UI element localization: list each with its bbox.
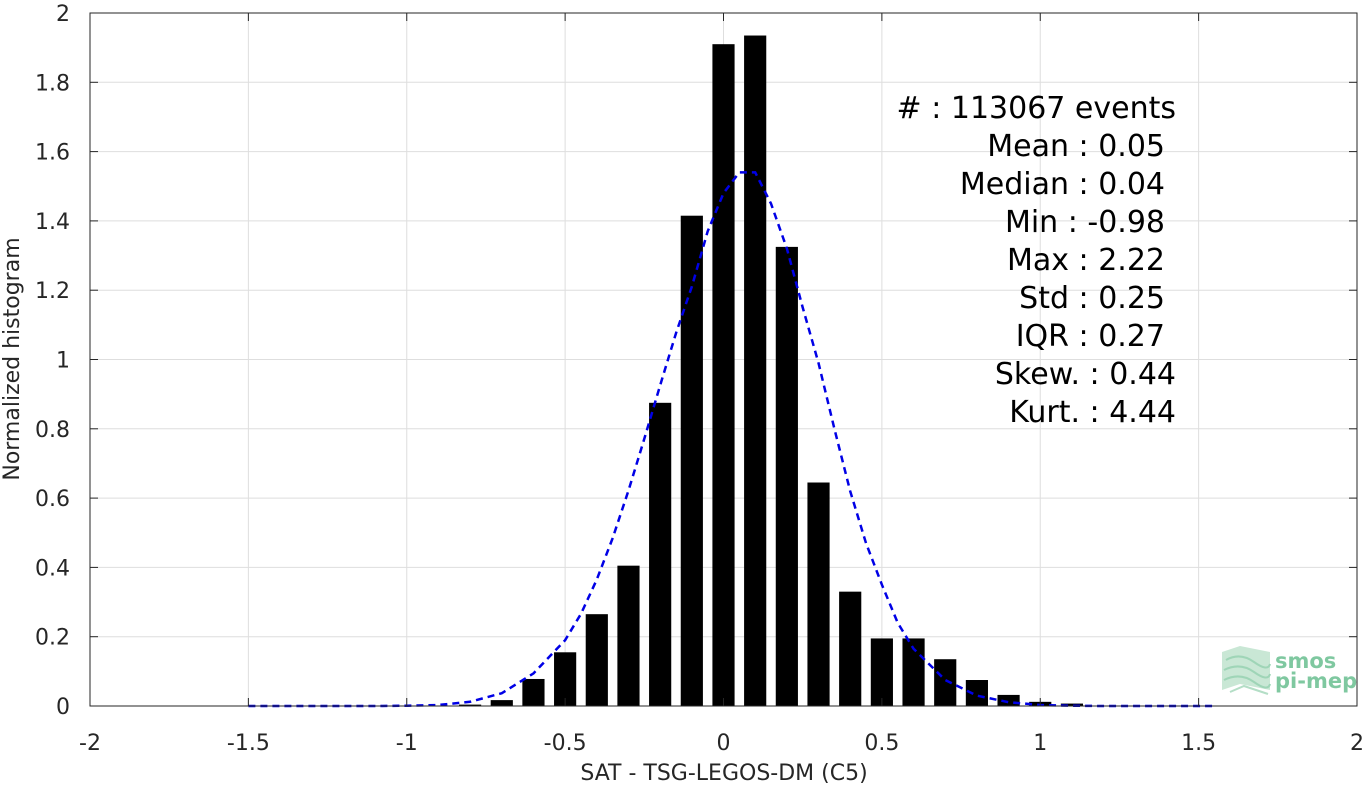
y-tick-label: 2	[56, 2, 70, 27]
histogram-bar	[554, 652, 577, 706]
histogram-bar	[807, 482, 830, 706]
y-tick-label: 1	[56, 349, 70, 374]
y-tick-label: 0.2	[35, 626, 70, 651]
smos-pimep-logo: smos pi-mep	[1222, 646, 1357, 695]
y-axis-label: Normalized histogram	[0, 237, 25, 480]
x-tick-label: 0.5	[864, 731, 899, 756]
x-tick-label: 0	[717, 731, 731, 756]
x-tick-label: 2	[1350, 731, 1364, 756]
x-tick-labels: -2 -1.5 -1 -0.5 0 0.5 1 1.5 2	[79, 731, 1364, 756]
x-tick-label: 1	[1033, 731, 1047, 756]
histogram-bar	[459, 704, 482, 706]
x-tick-label: 1.5	[1181, 731, 1216, 756]
histogram-bar	[712, 44, 735, 707]
histogram-bar	[649, 402, 672, 706]
histogram-bar	[744, 35, 767, 706]
y-tick-labels: 0 0.2 0.4 0.6 0.8 1 1.2 1.4 1.6 1.8 2	[35, 2, 70, 720]
histogram-bar	[617, 565, 640, 706]
logo-text-smos: smos	[1275, 649, 1336, 673]
x-axis-label: SAT - TSG-LEGOS-DM (C5)	[580, 761, 867, 785]
stat-mean: Mean : 0.05	[987, 129, 1165, 164]
stat-std: Std : 0.25	[1019, 281, 1165, 316]
histogram-bar	[965, 680, 988, 706]
stat-iqr: IQR : 0.27	[1016, 319, 1165, 354]
histogram-bar	[522, 678, 545, 706]
y-tick-label: 0	[56, 695, 70, 720]
y-tick-label: 1.4	[35, 210, 70, 235]
y-tick-label: 1.2	[35, 279, 70, 304]
axis-ticks	[89, 12, 1358, 707]
histogram-bar	[902, 638, 925, 706]
fit-curve-line	[248, 171, 1215, 708]
histogram-bar	[870, 638, 893, 706]
stat-min: Min : -0.98	[1005, 205, 1165, 240]
statistics-annotation: # : 113067 events Mean : 0.05 Median : 0…	[897, 91, 1176, 430]
histogram-bar	[490, 700, 513, 706]
stat-skewness: Skew. : 0.44	[995, 357, 1176, 392]
y-tick-label: 1.6	[35, 141, 70, 166]
histogram-bar	[1060, 703, 1084, 706]
x-tick-label: -0.5	[544, 731, 587, 756]
histogram-bar	[934, 659, 957, 706]
histogram-bars	[459, 35, 1084, 707]
stat-median: Median : 0.04	[960, 167, 1165, 202]
histogram-bar	[680, 215, 703, 706]
logo-wave-icon	[1222, 646, 1271, 695]
stat-events: # : 113067 events	[897, 91, 1176, 126]
x-tick-label: -2	[79, 731, 101, 756]
histogram-bar	[839, 591, 862, 706]
histogram-bar	[997, 694, 1020, 706]
y-tick-label: 0.6	[35, 487, 70, 512]
y-tick-label: 0.8	[35, 418, 70, 443]
stat-max: Max : 2.22	[1007, 243, 1165, 278]
x-tick-label: -1	[396, 731, 418, 756]
logo-text-pimep: pi-mep	[1275, 669, 1357, 693]
x-tick-label: -1.5	[227, 731, 270, 756]
y-tick-label: 0.4	[35, 556, 70, 581]
stat-kurtosis: Kurt. : 4.44	[1009, 395, 1176, 430]
histogram-bar	[775, 246, 798, 706]
y-tick-label: 1.8	[35, 71, 70, 96]
histogram-bar	[585, 614, 608, 706]
